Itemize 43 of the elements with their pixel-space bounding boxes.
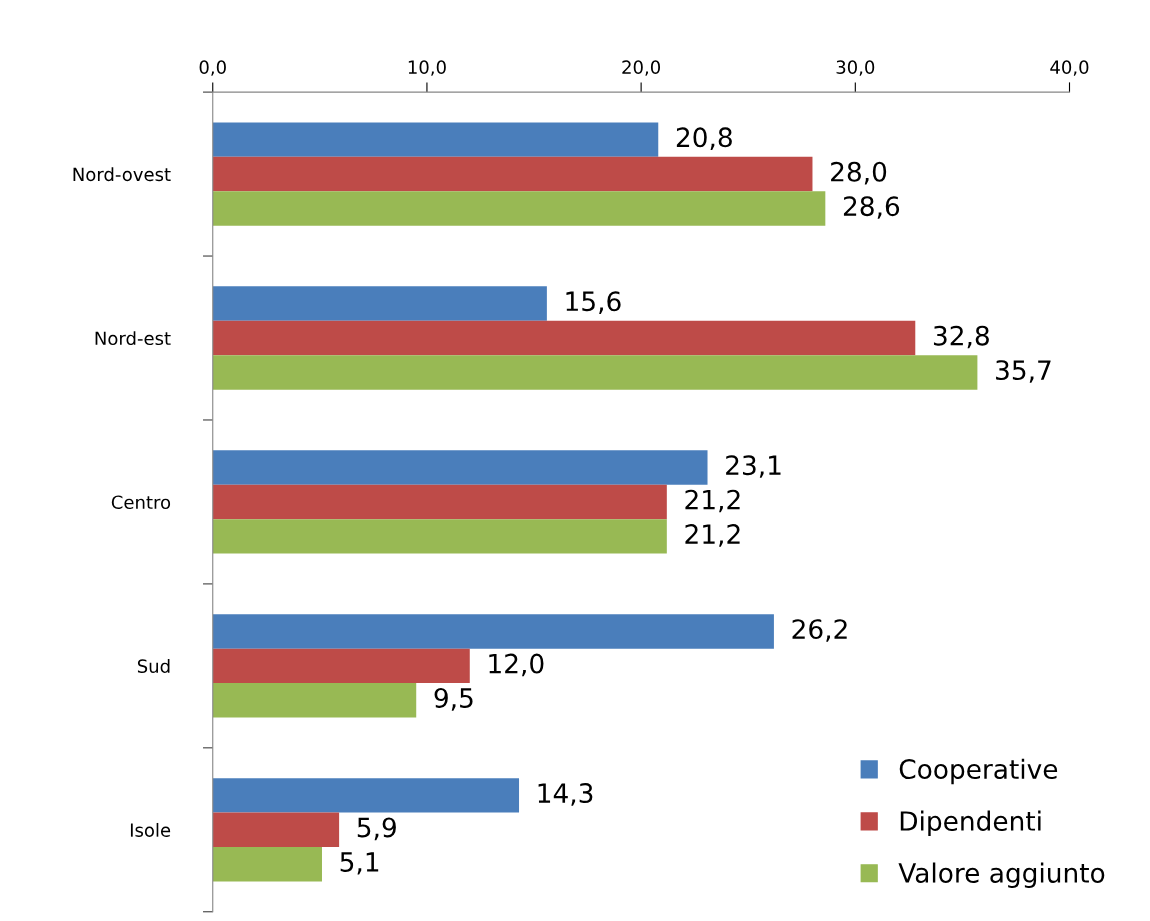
- y-tick-label: Centro: [111, 495, 171, 510]
- bar: [212, 122, 659, 157]
- bar: [212, 778, 520, 813]
- data-label: 28,0: [831, 161, 887, 185]
- bar: [212, 648, 470, 684]
- bar: [212, 484, 667, 520]
- bar: [212, 191, 826, 226]
- data-label: 5,9: [357, 817, 396, 841]
- data-label: 15,6: [566, 291, 621, 314]
- data-label: 28,6: [843, 196, 900, 219]
- data-label: 9,5: [434, 688, 473, 711]
- y-tick-label: Isole: [130, 822, 171, 837]
- data-label: 23,1: [726, 455, 781, 478]
- bar: [212, 286, 547, 321]
- bar: [212, 320, 916, 356]
- data-label: 5,1: [340, 852, 379, 875]
- bar: [212, 683, 417, 718]
- data-label: 32,8: [933, 325, 989, 349]
- bar: [212, 812, 340, 848]
- y-tick-label: Sud: [137, 659, 170, 673]
- data-label: 26,2: [792, 619, 847, 642]
- x-tick-label: 20,0: [622, 60, 661, 76]
- bar: [212, 355, 978, 390]
- legend-label: Cooperative: [899, 758, 1058, 785]
- bar: [212, 614, 774, 649]
- bar: [212, 450, 708, 485]
- data-label: 20,8: [676, 127, 732, 150]
- data-label: 21,2: [685, 524, 740, 547]
- data-label: 21,2: [685, 489, 740, 513]
- bar: [212, 847, 322, 882]
- legend-label: Dipendenti: [900, 810, 1041, 837]
- data-label: 35,7: [996, 360, 1051, 383]
- data-label: 12,0: [489, 653, 544, 677]
- y-tick-label: Nord-ovest: [73, 167, 171, 182]
- x-tick-label: 10,0: [408, 60, 446, 76]
- legend-label: Valore aggiunto: [898, 862, 1105, 889]
- data-label: 14,3: [538, 783, 593, 806]
- bar: [212, 519, 667, 554]
- y-tick-label: Nord-est: [95, 331, 171, 346]
- x-tick-label: 0,0: [199, 60, 226, 76]
- x-tick-label: 40,0: [1050, 60, 1089, 76]
- bar: [212, 156, 813, 192]
- x-tick-label: 30,0: [836, 60, 875, 76]
